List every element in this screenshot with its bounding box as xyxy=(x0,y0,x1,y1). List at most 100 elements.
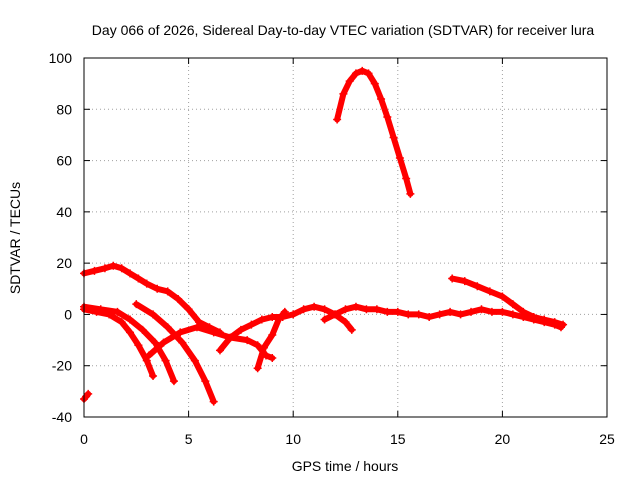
data-point xyxy=(151,338,160,347)
data-point xyxy=(345,77,354,86)
data-point xyxy=(176,328,185,337)
data-point xyxy=(190,356,199,365)
data-point xyxy=(109,261,118,270)
data-point xyxy=(126,328,135,337)
y-tick-label: 80 xyxy=(56,101,72,117)
data-point xyxy=(142,279,151,288)
data-point xyxy=(96,305,105,314)
y-tick-label: 40 xyxy=(56,204,72,220)
x-tick-label: 15 xyxy=(390,431,406,447)
data-point xyxy=(117,264,126,273)
data-point xyxy=(236,325,245,334)
data-point xyxy=(161,356,170,365)
data-point xyxy=(414,310,423,319)
data-point xyxy=(134,341,143,350)
data-point xyxy=(253,341,262,350)
data-point xyxy=(425,312,434,321)
y-tick-label: -20 xyxy=(52,358,72,374)
x-tick-label: 25 xyxy=(599,431,615,447)
data-point xyxy=(347,325,356,334)
data-point xyxy=(153,284,162,293)
data-point xyxy=(341,318,350,327)
data-point xyxy=(126,269,135,278)
data-point xyxy=(159,338,168,347)
data-point xyxy=(351,302,360,311)
chart-title: Day 066 of 2026, Sidereal Day-to-day VTE… xyxy=(92,22,595,38)
data-point xyxy=(383,307,392,316)
data-point xyxy=(370,79,379,88)
data-point xyxy=(280,307,289,316)
data-point xyxy=(169,377,178,386)
data-point xyxy=(247,320,256,329)
data-point xyxy=(393,307,402,316)
data-point xyxy=(540,315,549,324)
data-point xyxy=(467,307,476,316)
data-point xyxy=(84,389,93,398)
data-point xyxy=(320,315,329,324)
y-axis-label: SDTVAR / TECUs xyxy=(7,182,23,294)
data-point xyxy=(351,69,360,78)
data-point xyxy=(149,310,158,319)
x-tick-label: 20 xyxy=(495,431,511,447)
data-point xyxy=(404,310,413,319)
data-point xyxy=(149,371,158,380)
data-point xyxy=(377,95,386,104)
data-point xyxy=(209,397,218,406)
data-point xyxy=(406,189,415,198)
data-point xyxy=(299,305,308,314)
data-point xyxy=(192,323,201,332)
data-point xyxy=(320,305,329,314)
data-point xyxy=(163,287,172,296)
series-arc-right xyxy=(449,275,567,328)
data-point xyxy=(132,300,141,309)
data-point xyxy=(402,174,411,183)
data-point xyxy=(257,315,266,324)
y-tick-label: 0 xyxy=(64,306,72,322)
x-tick-label: 5 xyxy=(185,431,193,447)
data-point xyxy=(508,310,517,319)
data-point xyxy=(209,328,218,337)
data-point xyxy=(331,310,340,319)
data-point xyxy=(559,320,568,329)
data-point xyxy=(498,307,507,316)
y-tick-label: -40 xyxy=(52,409,72,425)
data-point xyxy=(372,305,381,314)
data-point xyxy=(364,69,373,78)
data-point xyxy=(226,333,235,342)
data-point xyxy=(90,266,99,275)
x-tick-label: 0 xyxy=(80,431,88,447)
data-point xyxy=(100,264,109,273)
data-point xyxy=(550,318,559,327)
data-point xyxy=(259,343,268,352)
data-point xyxy=(435,310,444,319)
data-point xyxy=(113,307,122,316)
data-point xyxy=(201,377,210,386)
data-point xyxy=(358,66,367,75)
y-tick-label: 60 xyxy=(56,153,72,169)
data-point xyxy=(519,307,528,316)
data-point xyxy=(485,287,494,296)
data-point xyxy=(310,302,319,311)
data-point xyxy=(289,310,298,319)
data-point xyxy=(134,274,143,283)
x-tick-label: 10 xyxy=(285,431,301,447)
data-point xyxy=(448,274,457,283)
data-point xyxy=(333,115,342,124)
data-point xyxy=(268,354,277,363)
data-point xyxy=(268,330,277,339)
y-tick-label: 20 xyxy=(56,255,72,271)
data-point xyxy=(362,305,371,314)
data-point xyxy=(174,295,183,304)
data-point xyxy=(268,312,277,321)
series-arc-high xyxy=(334,67,414,197)
y-tick-label: 100 xyxy=(49,50,73,66)
data-point xyxy=(243,336,252,345)
data-point xyxy=(446,307,455,316)
data-point xyxy=(383,112,392,121)
axis-ticks: 0 5 10 15 20 25 -40 -20 0 20 40 60 80 100 xyxy=(49,50,615,447)
data-point xyxy=(195,318,204,327)
data-point xyxy=(184,305,193,314)
data-point xyxy=(460,277,469,286)
data-point xyxy=(215,346,224,355)
